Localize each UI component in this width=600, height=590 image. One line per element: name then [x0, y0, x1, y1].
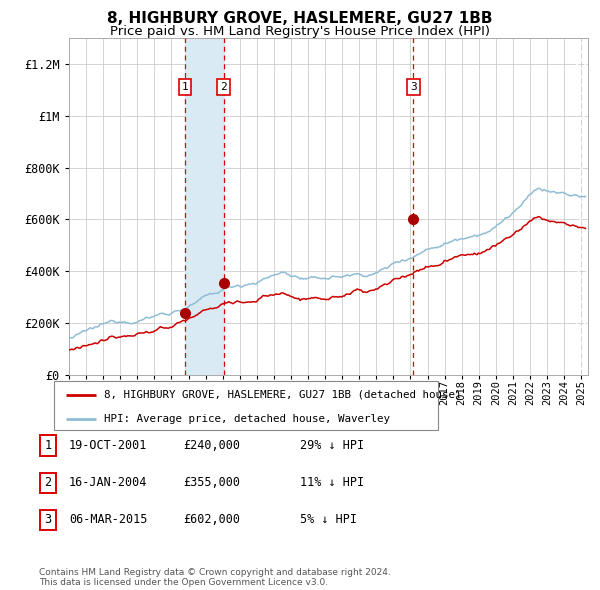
Text: Price paid vs. HM Land Registry's House Price Index (HPI): Price paid vs. HM Land Registry's House … [110, 25, 490, 38]
FancyBboxPatch shape [40, 473, 56, 493]
Text: 19-OCT-2001: 19-OCT-2001 [69, 439, 148, 452]
Text: 1: 1 [44, 439, 52, 452]
Text: 06-MAR-2015: 06-MAR-2015 [69, 513, 148, 526]
Text: 16-JAN-2004: 16-JAN-2004 [69, 476, 148, 489]
Bar [575, 38, 588, 375]
Text: 3: 3 [44, 513, 52, 526]
Bar [575, 38, 588, 375]
Text: 8, HIGHBURY GROVE, HASLEMERE, GU27 1BB (detached house): 8, HIGHBURY GROVE, HASLEMERE, GU27 1BB (… [104, 389, 461, 399]
Text: £355,000: £355,000 [183, 476, 240, 489]
Text: 29% ↓ HPI: 29% ↓ HPI [300, 439, 364, 452]
FancyBboxPatch shape [40, 510, 56, 530]
Text: 11% ↓ HPI: 11% ↓ HPI [300, 476, 364, 489]
Text: 3: 3 [410, 82, 417, 92]
FancyBboxPatch shape [54, 381, 438, 430]
Text: 8, HIGHBURY GROVE, HASLEMERE, GU27 1BB: 8, HIGHBURY GROVE, HASLEMERE, GU27 1BB [107, 11, 493, 25]
Text: 1: 1 [182, 82, 188, 92]
Text: £240,000: £240,000 [183, 439, 240, 452]
FancyBboxPatch shape [40, 435, 56, 455]
Text: £602,000: £602,000 [183, 513, 240, 526]
Text: 2: 2 [220, 82, 227, 92]
Text: HPI: Average price, detached house, Waverley: HPI: Average price, detached house, Wave… [104, 414, 390, 424]
Text: 2: 2 [44, 476, 52, 489]
Bar [185, 38, 224, 375]
Text: Contains HM Land Registry data © Crown copyright and database right 2024.
This d: Contains HM Land Registry data © Crown c… [39, 568, 391, 587]
Text: 5% ↓ HPI: 5% ↓ HPI [300, 513, 357, 526]
